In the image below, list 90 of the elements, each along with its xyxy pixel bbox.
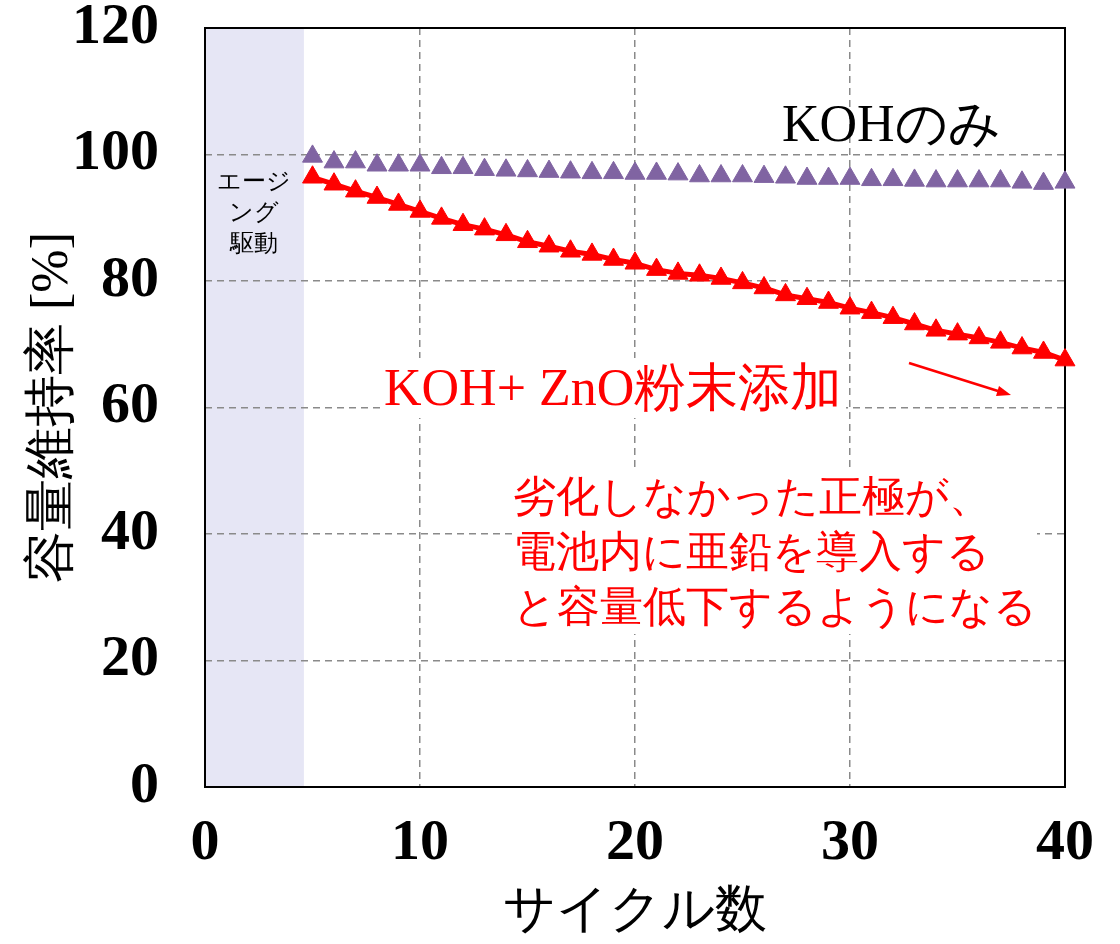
point <box>474 217 495 236</box>
y-tick-label: 60 <box>101 370 159 436</box>
point <box>732 270 753 290</box>
series-label: KOHのみ <box>782 94 1001 154</box>
point <box>818 290 839 309</box>
point <box>581 242 603 261</box>
point <box>710 266 732 285</box>
point <box>882 305 904 324</box>
point <box>560 239 581 258</box>
point <box>345 150 366 169</box>
point <box>796 166 818 185</box>
y-axis-title: 容量維持率 [%] <box>20 232 78 583</box>
point <box>409 153 431 172</box>
point <box>818 166 839 185</box>
point <box>560 160 581 179</box>
point <box>732 164 753 183</box>
y-tick-label: 120 <box>72 0 159 56</box>
point <box>474 157 495 176</box>
point <box>990 169 1011 188</box>
point <box>861 300 882 319</box>
point <box>968 325 990 345</box>
point <box>452 212 474 231</box>
point <box>882 167 904 187</box>
x-tick-label: 0 <box>190 806 220 872</box>
point <box>904 312 925 331</box>
point <box>839 166 861 185</box>
point <box>646 161 667 180</box>
y-tick-label: 0 <box>130 749 159 815</box>
point <box>968 169 990 188</box>
point <box>710 164 732 183</box>
point <box>1011 336 1033 355</box>
point <box>1011 170 1033 189</box>
y-tick-label: 20 <box>101 623 159 689</box>
point <box>302 165 323 184</box>
point <box>431 206 452 225</box>
x-tick-label: 20 <box>606 806 664 872</box>
point <box>689 263 710 282</box>
point <box>323 172 345 191</box>
y-tick-label: 80 <box>101 243 159 309</box>
point <box>753 275 775 295</box>
point <box>323 150 345 169</box>
point <box>1054 348 1076 367</box>
y-tick-label: 40 <box>101 496 159 562</box>
point <box>667 261 689 280</box>
point <box>517 158 538 178</box>
point <box>839 296 861 315</box>
point <box>775 165 796 184</box>
point <box>1054 170 1076 189</box>
point <box>495 222 517 242</box>
point <box>624 161 646 180</box>
point <box>925 169 947 188</box>
legend-label: KOH+ ZnO粉末添加 <box>380 358 847 418</box>
point <box>1033 340 1054 359</box>
point <box>925 318 947 337</box>
band-label: エージング駆動 <box>217 166 292 259</box>
point <box>431 155 452 175</box>
point <box>581 160 603 180</box>
point <box>796 286 818 305</box>
point <box>388 192 409 211</box>
point <box>495 158 517 177</box>
point <box>517 229 538 249</box>
point <box>624 251 646 270</box>
annotation: 劣化しなかった正極が、電池内に亜鉛を導入すると容量低下するようになる <box>513 469 1037 634</box>
x-tick-label: 30 <box>821 806 879 872</box>
x-tick-label: 10 <box>391 806 449 872</box>
point <box>302 144 323 163</box>
point <box>947 169 968 188</box>
point <box>667 162 689 181</box>
point <box>904 168 925 187</box>
point <box>603 247 624 266</box>
x-axis-title: サイクル数 <box>503 880 767 938</box>
y-tick-label: 100 <box>72 117 159 183</box>
point <box>1033 171 1054 190</box>
point <box>646 257 667 276</box>
point <box>689 164 710 183</box>
point <box>388 153 409 172</box>
point <box>538 159 560 178</box>
point <box>753 164 775 183</box>
point <box>409 199 431 218</box>
point <box>366 185 388 204</box>
point <box>947 322 968 341</box>
point <box>538 234 560 253</box>
point <box>990 330 1011 349</box>
point <box>603 160 624 180</box>
point <box>775 282 796 302</box>
point <box>452 155 474 175</box>
point <box>861 167 882 187</box>
point <box>345 179 366 198</box>
point <box>366 153 388 172</box>
x-tick-label: 40 <box>1036 806 1094 872</box>
